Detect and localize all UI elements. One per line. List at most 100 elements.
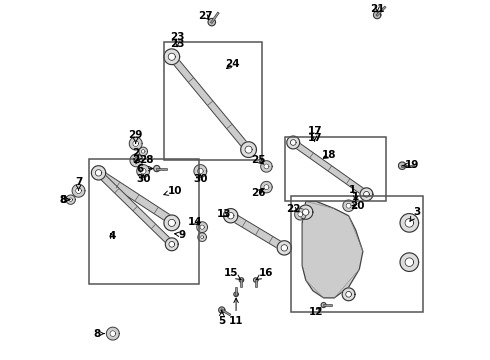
Polygon shape	[97, 170, 177, 226]
Polygon shape	[168, 219, 175, 226]
Bar	[164, 42, 262, 160]
Polygon shape	[197, 168, 203, 174]
Text: 28: 28	[137, 156, 154, 165]
Polygon shape	[298, 205, 313, 219]
Polygon shape	[264, 185, 269, 190]
Polygon shape	[139, 147, 147, 156]
Polygon shape	[219, 307, 225, 313]
Polygon shape	[343, 200, 354, 211]
Polygon shape	[164, 49, 180, 64]
Polygon shape	[168, 53, 175, 60]
Text: 8: 8	[93, 329, 100, 339]
Text: 16: 16	[256, 268, 274, 280]
Polygon shape	[400, 253, 418, 271]
Polygon shape	[294, 208, 306, 220]
Polygon shape	[106, 327, 119, 340]
Polygon shape	[97, 171, 174, 247]
Bar	[292, 196, 423, 312]
Polygon shape	[364, 192, 369, 197]
Text: 8: 8	[59, 195, 67, 204]
Text: 27: 27	[198, 12, 213, 21]
Polygon shape	[298, 212, 303, 217]
Polygon shape	[130, 154, 143, 167]
Text: 13: 13	[216, 209, 231, 219]
Polygon shape	[302, 202, 363, 298]
Polygon shape	[72, 184, 85, 197]
Polygon shape	[400, 213, 418, 232]
Polygon shape	[96, 170, 102, 176]
Polygon shape	[66, 195, 75, 204]
Text: 30: 30	[136, 174, 150, 184]
Polygon shape	[142, 150, 145, 153]
Text: 1: 1	[352, 192, 359, 202]
Polygon shape	[321, 302, 326, 307]
Polygon shape	[261, 181, 272, 193]
Text: 11: 11	[229, 298, 244, 326]
Text: 1: 1	[348, 185, 356, 195]
Polygon shape	[405, 258, 414, 266]
Polygon shape	[227, 212, 234, 219]
Text: 20: 20	[350, 201, 365, 211]
Polygon shape	[291, 140, 296, 145]
Polygon shape	[197, 222, 207, 233]
Polygon shape	[69, 198, 73, 202]
Polygon shape	[264, 164, 269, 169]
Polygon shape	[302, 209, 309, 215]
Text: 14: 14	[188, 217, 202, 227]
Polygon shape	[277, 241, 292, 255]
Polygon shape	[208, 18, 216, 26]
Polygon shape	[405, 219, 414, 227]
Polygon shape	[198, 233, 206, 242]
Polygon shape	[194, 165, 207, 177]
Polygon shape	[239, 278, 244, 282]
Text: 8: 8	[59, 195, 70, 204]
Polygon shape	[229, 212, 286, 251]
Text: 7: 7	[75, 177, 82, 190]
Text: 23: 23	[170, 39, 184, 49]
Polygon shape	[346, 292, 351, 297]
Polygon shape	[287, 136, 300, 149]
Polygon shape	[346, 203, 351, 208]
Polygon shape	[154, 166, 160, 172]
Polygon shape	[292, 140, 368, 197]
Text: 21: 21	[370, 4, 385, 14]
Polygon shape	[253, 278, 258, 282]
Text: 2: 2	[132, 155, 140, 165]
Text: 2: 2	[132, 148, 140, 158]
Polygon shape	[133, 141, 139, 147]
Text: 18: 18	[322, 150, 336, 160]
Text: 25: 25	[251, 155, 266, 165]
Text: 6: 6	[136, 163, 153, 174]
Polygon shape	[169, 54, 251, 152]
Polygon shape	[261, 161, 272, 172]
Polygon shape	[169, 242, 174, 247]
Text: 4: 4	[108, 231, 116, 242]
Polygon shape	[129, 137, 142, 150]
Polygon shape	[398, 162, 406, 170]
Polygon shape	[360, 188, 373, 201]
Text: 12: 12	[309, 307, 324, 317]
Bar	[285, 137, 386, 202]
Polygon shape	[165, 238, 178, 251]
Polygon shape	[134, 157, 139, 163]
Text: 23: 23	[170, 32, 184, 42]
Polygon shape	[137, 165, 149, 177]
Polygon shape	[110, 331, 116, 337]
Polygon shape	[223, 208, 238, 223]
Polygon shape	[245, 146, 252, 153]
Text: 5: 5	[218, 310, 225, 326]
Text: 10: 10	[164, 186, 183, 196]
Polygon shape	[241, 142, 256, 157]
Text: 17: 17	[307, 126, 322, 136]
Text: 17: 17	[307, 133, 322, 143]
Text: 24: 24	[225, 59, 240, 69]
Bar	[89, 158, 198, 284]
Polygon shape	[342, 288, 355, 301]
Polygon shape	[201, 236, 203, 239]
Polygon shape	[281, 245, 288, 251]
Text: 3: 3	[410, 207, 420, 221]
Text: 29: 29	[128, 130, 143, 143]
Text: 9: 9	[174, 230, 186, 240]
Polygon shape	[92, 166, 106, 180]
Text: 22: 22	[286, 203, 300, 213]
